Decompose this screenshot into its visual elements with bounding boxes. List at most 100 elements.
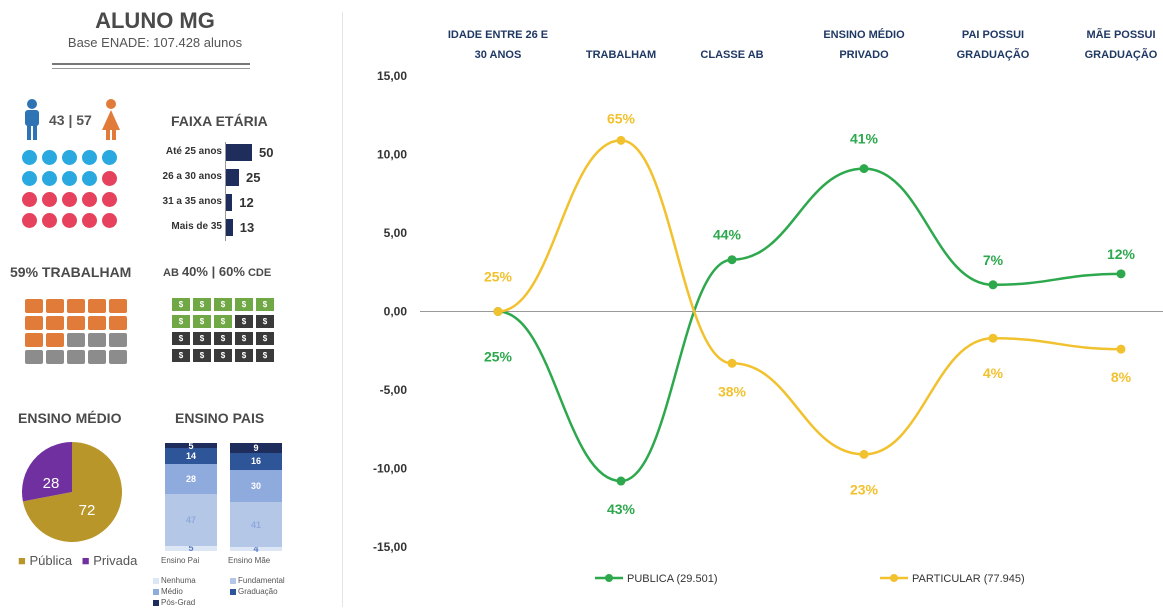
gender-dot (102, 150, 117, 165)
money-icon: $ (214, 298, 232, 311)
gender-dot (62, 171, 77, 186)
data-point (859, 449, 869, 459)
age-label: 26 a 30 anos (162, 171, 222, 182)
stack-segment: 28 (165, 463, 217, 495)
money-icon: $ (193, 349, 211, 362)
gender-dot (22, 150, 37, 165)
category-header: ENSINO MÉDIO PRIVADO (823, 28, 905, 61)
age-value: 13 (239, 220, 255, 235)
y-tick-label: 10,00 (377, 148, 407, 162)
category-header: IDADE ENTRE 26 E 30 ANOS (448, 29, 548, 61)
data-label: 43% (607, 501, 636, 517)
ensino-pai-label: Ensino Pai (161, 556, 200, 565)
age-bar (226, 219, 233, 236)
data-label: 25% (484, 269, 513, 285)
money-icon: $ (235, 332, 253, 345)
stack-segment: 41 (230, 502, 282, 547)
money-icon: $ (214, 349, 232, 362)
gender-dot (42, 150, 57, 165)
briefcase-icon (88, 350, 106, 364)
ensino-medio-pie: 72 28 (22, 442, 123, 542)
stack-segment: 30 (230, 470, 282, 503)
female-icon (102, 99, 120, 140)
briefcase-icon (67, 316, 85, 330)
header-divider (52, 63, 250, 69)
main-line-chart: 15,00 10,00 5,00 0,00 -5,00 -10,00 -15,00 IDADE… (373, 28, 1163, 585)
series-line (497, 139, 1122, 456)
briefcase-icon (46, 299, 64, 313)
briefcase-icon (46, 316, 64, 330)
category-header: PAI POSSUI GRADUAÇÃO (957, 29, 1030, 61)
classe-title: AB 40% | 60% CDE (163, 264, 272, 279)
legend-item: Graduação (230, 587, 300, 596)
data-label: 7% (983, 252, 1004, 268)
ensino-medio-title: ENSINO MÉDIO (18, 410, 122, 426)
data-label: 25% (484, 349, 513, 365)
legend-label: Fundamental (238, 576, 285, 585)
legend-item: Fundamental (230, 576, 300, 585)
category-header: MÃE POSSUI GRADUAÇÃO (1085, 28, 1158, 61)
briefcase-icon (25, 333, 43, 347)
age-bar (226, 169, 239, 186)
faixa-etaria-title: FAIXA ETÁRIA (171, 113, 268, 129)
age-bar (226, 194, 233, 211)
money-icon: $ (172, 349, 190, 362)
legend-item: Pós-Grad (153, 598, 230, 607)
category-header: TRABALHAM (586, 49, 656, 61)
legend-label: Médio (161, 587, 183, 596)
stacked-bar: 4 41 30 16 9 (230, 443, 282, 554)
gender-ratio: 43 | 57 (49, 112, 92, 128)
trabalham-title: 59% TRABALHAM (10, 264, 132, 280)
briefcase-icon (46, 333, 64, 347)
data-label: 41% (850, 131, 879, 147)
stack-segment: 14 (165, 448, 217, 464)
legend-marker (890, 574, 898, 582)
legend-label: PARTICULAR (77.945) (912, 573, 1025, 585)
stack-segment: 16 (230, 452, 282, 470)
money-icon: $ (235, 315, 253, 328)
series-line (497, 167, 1122, 483)
page-title: ALUNO MG (95, 8, 215, 33)
briefcase-icon (88, 299, 106, 313)
pie-legend: ■ Pública ■ Privada (18, 553, 138, 568)
y-tick-label: -15,00 (373, 540, 407, 554)
data-point (859, 164, 869, 174)
pie-label-publica: 72 (79, 502, 96, 519)
data-point (616, 476, 626, 486)
data-point (727, 255, 737, 265)
gender-dot (22, 192, 37, 207)
money-icon: $ (193, 298, 211, 311)
gender-dot (82, 213, 97, 228)
y-tick-label: -5,00 (380, 383, 408, 397)
legend-swatch (153, 588, 159, 595)
money-icon: $ (172, 332, 190, 345)
briefcase-icon (67, 333, 85, 347)
legend-label: Pós-Grad (161, 598, 196, 607)
legend-swatch (230, 588, 236, 595)
gender-dot (102, 171, 117, 186)
gender-dot (42, 213, 57, 228)
pie-slice-publica (22, 442, 123, 542)
category-header: CLASSE AB (700, 49, 763, 61)
briefcase-icon (88, 316, 106, 330)
data-label: 38% (718, 383, 747, 399)
gender-dot (82, 150, 97, 165)
data-label: 65% (607, 110, 636, 126)
data-label: 4% (983, 365, 1004, 381)
gender-dot (62, 192, 77, 207)
y-tick-label: 5,00 (384, 226, 408, 240)
panel-divider (342, 12, 343, 607)
money-icon: $ (193, 315, 211, 328)
age-bar (226, 144, 252, 161)
stack-segment: 47 (165, 494, 217, 546)
briefcase-icon (25, 316, 43, 330)
data-point (1116, 344, 1126, 354)
money-icon: $ (172, 315, 190, 328)
age-label: 31 a 35 anos (162, 196, 222, 207)
age-label: Até 25 anos (165, 146, 222, 157)
legend-item: Médio (153, 587, 230, 596)
stack-segment: 5 (165, 543, 217, 553)
gender-dot (102, 192, 117, 207)
data-point (988, 280, 998, 290)
legend-swatch (230, 577, 236, 584)
